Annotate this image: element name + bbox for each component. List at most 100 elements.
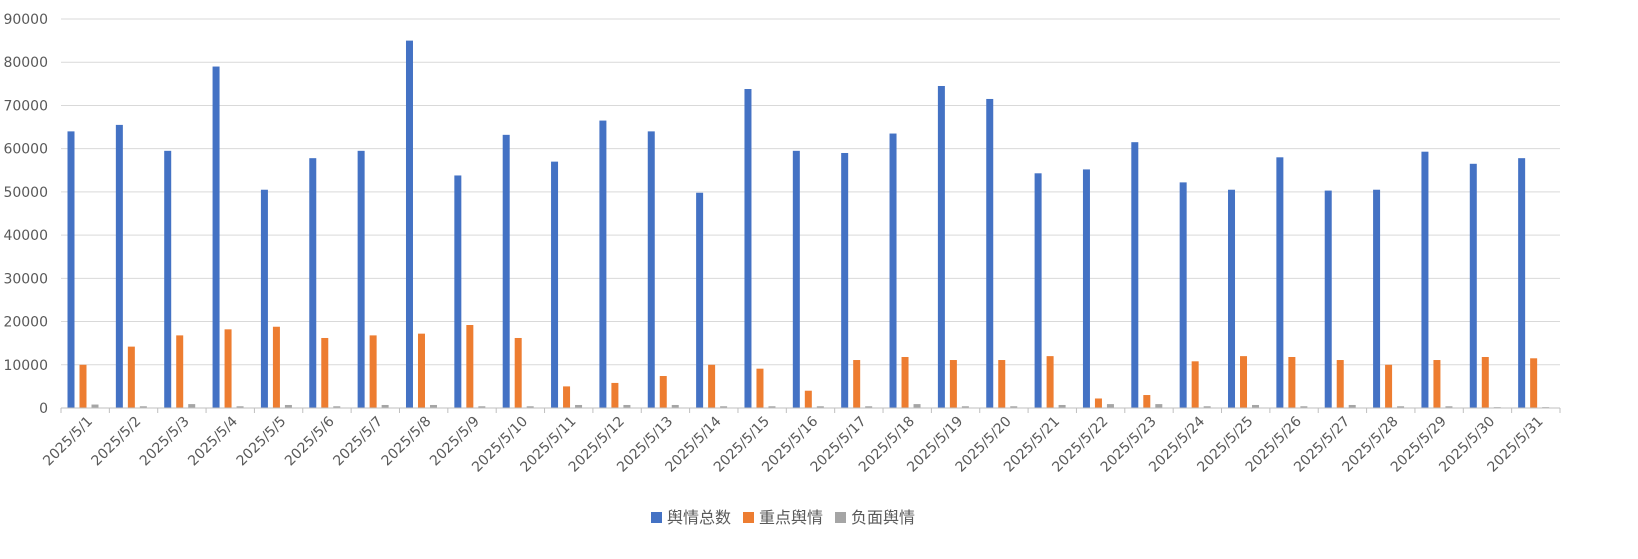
- bar-1-23: [1191, 361, 1199, 408]
- x-tick-label: 2025/5/6: [282, 413, 338, 469]
- legend-label: 重点舆情: [759, 508, 823, 527]
- bar-1-0: [79, 364, 87, 408]
- bar-0-22: [1131, 142, 1139, 408]
- bar-2-20: [1058, 404, 1066, 408]
- bars: [67, 40, 1550, 409]
- bar-0-27: [1373, 189, 1381, 408]
- bar-1-24: [1240, 356, 1248, 408]
- y-axis-tick-labels: 0 10000 20000 30000 40000 50000 60000 70000 8000…: [3, 12, 48, 417]
- bar-1-25: [1288, 356, 1296, 408]
- bar-1-29: [1481, 356, 1489, 408]
- x-tick-label: 2025/5/4: [185, 413, 241, 469]
- bar-1-3: [224, 329, 232, 408]
- bar-1-27: [1385, 364, 1393, 408]
- y-tick-label: 80000: [3, 55, 48, 71]
- bar-0-28: [1421, 151, 1429, 409]
- bar-0-11: [599, 120, 607, 409]
- bar-0-20: [1034, 173, 1042, 408]
- bar-0-19: [986, 98, 994, 408]
- bar-1-16: [853, 360, 861, 408]
- bar-1-30: [1530, 358, 1538, 408]
- x-tick-label: 2025/5/8: [379, 414, 435, 470]
- bar-2-10: [575, 404, 583, 408]
- y-tick-label: 60000: [3, 142, 48, 158]
- bar-1-8: [466, 325, 474, 408]
- bar-1-21: [1094, 398, 1102, 408]
- bar-1-9: [514, 337, 522, 408]
- bar-2-8: [478, 406, 486, 408]
- bar-2-19: [1010, 406, 1018, 408]
- y-tick-label: 10000: [3, 358, 48, 374]
- bar-0-16: [841, 152, 849, 408]
- x-tick-label: 2025/5/1: [40, 414, 96, 470]
- bar-2-27: [1397, 406, 1405, 408]
- bar-2-24: [1252, 404, 1260, 408]
- bar-0-26: [1324, 190, 1332, 408]
- x-tick-label: 2025/5/2: [89, 414, 145, 470]
- bar-0-3: [212, 66, 220, 409]
- bar-0-23: [1179, 182, 1187, 408]
- bar-1-4: [272, 326, 280, 408]
- bar-0-13: [696, 192, 704, 408]
- bar-0-5: [309, 158, 317, 408]
- bar-2-28: [1445, 406, 1453, 408]
- bar-2-21: [1106, 404, 1114, 408]
- bar-1-26: [1336, 360, 1344, 408]
- y-tick-label: 20000: [3, 315, 48, 331]
- bar-1-28: [1433, 360, 1441, 408]
- bar-2-26: [1348, 404, 1356, 408]
- bar-0-29: [1469, 163, 1477, 408]
- bar-1-20: [1046, 356, 1054, 408]
- bar-1-18: [949, 360, 957, 408]
- bar-0-25: [1276, 157, 1284, 408]
- y-tick-label: 30000: [3, 271, 48, 287]
- x-tick-label: 2025/5/3: [137, 414, 193, 470]
- bar-0-30: [1518, 158, 1526, 408]
- x-tick-label: 2025/5/5: [234, 414, 290, 470]
- x-axis-tick-labels: 2025/5/12025/5/22025/5/32025/5/42025/5/5…: [40, 413, 1546, 475]
- bar-2-23: [1203, 406, 1211, 408]
- bar-1-10: [563, 386, 571, 408]
- bar-1-12: [659, 376, 667, 408]
- bar-0-4: [260, 189, 268, 408]
- bar-1-2: [176, 335, 184, 408]
- bar-1-22: [1143, 395, 1151, 408]
- bar-1-14: [756, 368, 764, 408]
- bar-0-18: [937, 85, 945, 408]
- bar-0-1: [115, 124, 123, 409]
- bar-2-2: [188, 404, 196, 408]
- bar-0-10: [551, 161, 559, 408]
- bar-2-5: [333, 406, 341, 408]
- x-tick-label: 2025/5/7: [330, 414, 386, 470]
- bar-2-12: [671, 404, 679, 408]
- bar-1-5: [321, 337, 329, 408]
- gridlines: [61, 18, 1560, 366]
- bar-1-11: [611, 382, 619, 408]
- bar-2-15: [816, 406, 824, 408]
- bar-0-9: [502, 134, 510, 408]
- legend-label: 舆情总数: [667, 508, 731, 527]
- bar-2-4: [284, 404, 292, 408]
- y-tick-label: 50000: [3, 185, 48, 201]
- bar-2-3: [236, 406, 244, 408]
- bar-0-2: [164, 150, 172, 409]
- bar-2-9: [526, 406, 534, 408]
- bar-0-15: [792, 150, 800, 409]
- bar-2-16: [865, 406, 873, 408]
- bar-2-1: [139, 406, 147, 408]
- bar-0-24: [1228, 189, 1236, 408]
- bar-1-13: [708, 364, 716, 408]
- bar-0-14: [744, 89, 752, 409]
- y-tick-label: 40000: [3, 228, 48, 244]
- bar-2-18: [961, 406, 969, 408]
- bar-0-12: [647, 131, 655, 408]
- legend-swatch: [743, 512, 754, 523]
- bar-1-6: [369, 335, 377, 408]
- bar-2-6: [381, 404, 389, 408]
- legend: 舆情总数 重点舆情 负面舆情: [651, 508, 915, 527]
- bar-2-25: [1300, 406, 1308, 408]
- legend-swatch: [651, 512, 662, 523]
- y-tick-label: 90000: [3, 12, 48, 28]
- bar-1-17: [901, 356, 909, 408]
